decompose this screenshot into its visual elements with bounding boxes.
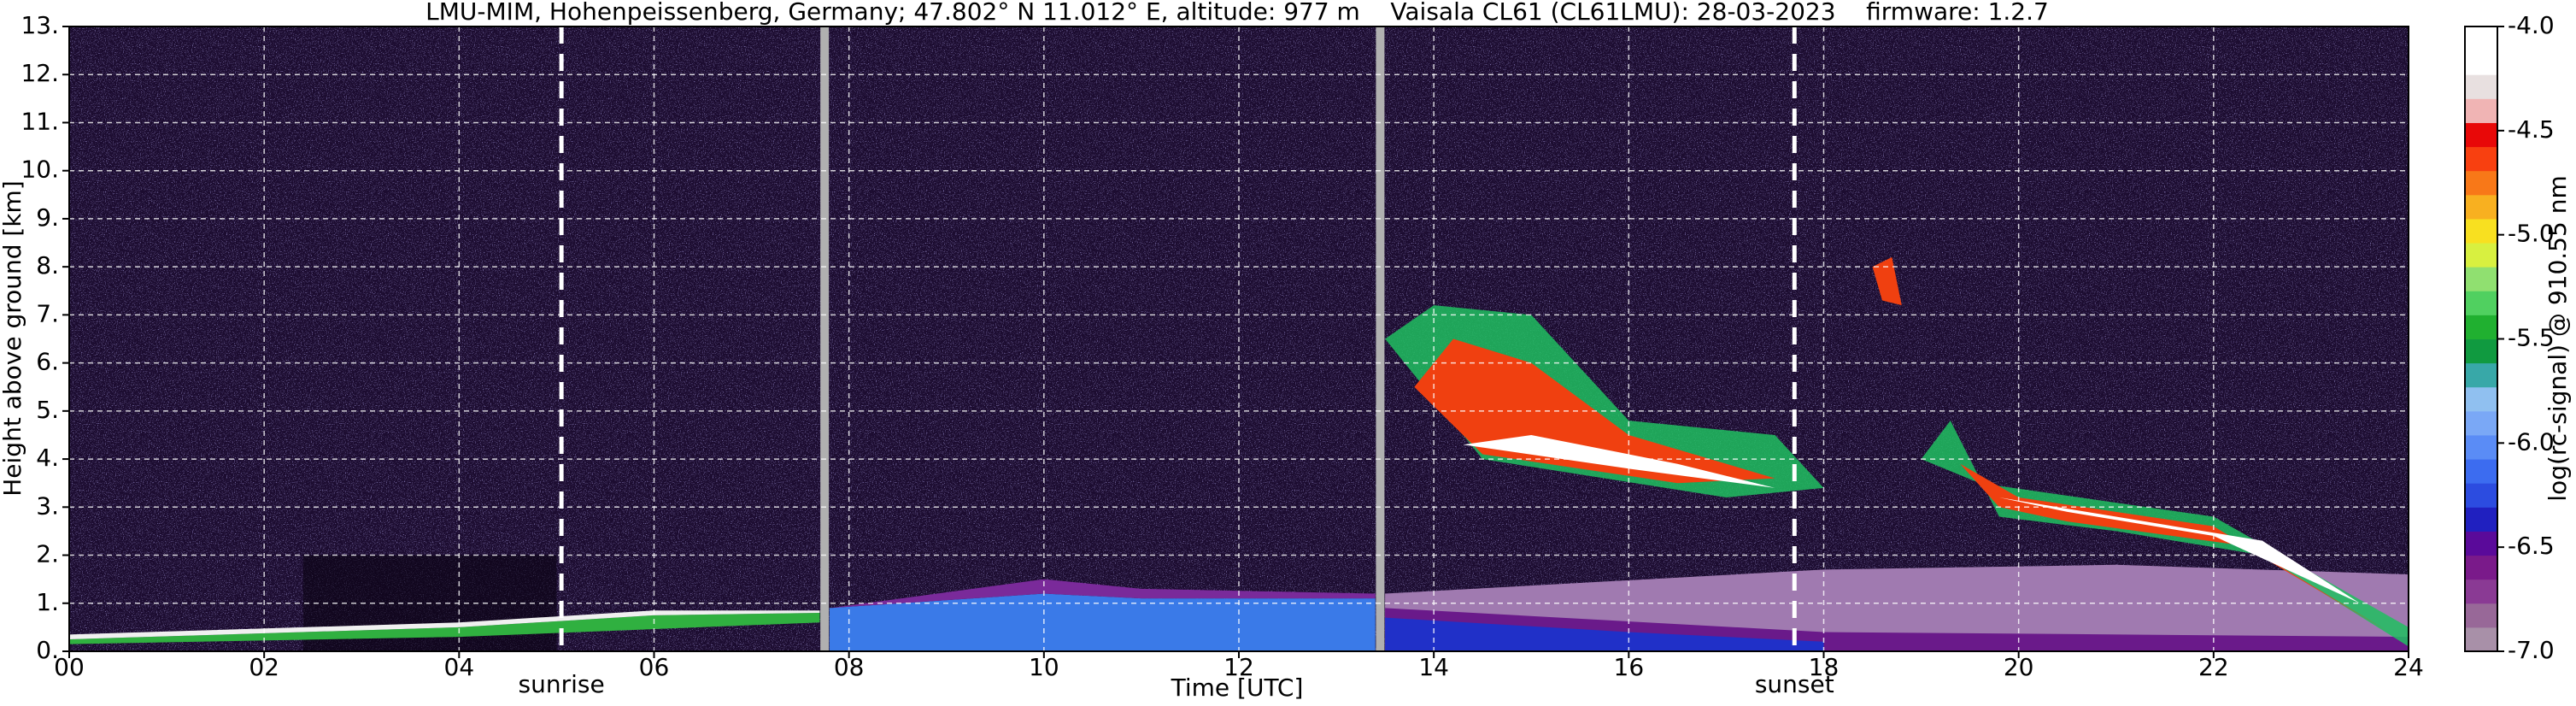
colorbar-band [2465,291,2497,315]
cloud3 [1872,256,1902,306]
colorbar-band [2465,531,2497,556]
boundary-layer [829,593,1376,651]
colorbar-band [2465,362,2497,388]
y-tick-label: 0. [36,636,59,664]
x-axis-label: Time [UTC] [1171,674,1304,702]
event-label: sunrise [519,670,605,698]
colorbar-tick-label: -4.5 [2508,115,2555,144]
colorbar-band [2465,410,2497,436]
y-tick-label: 3. [36,491,59,520]
morning-top [69,610,820,639]
event-label: sunset [1755,670,1834,698]
colorbar-band [2465,386,2497,412]
plot-frame [68,26,2409,652]
x-tick-label: 06 [639,653,670,681]
surface-blue [1385,617,1824,651]
x-tick-label: 10 [1029,653,1059,681]
colorbar-tick-label: -6.5 [2508,532,2555,560]
y-axis-label: Height above ground [km] [0,180,26,497]
x-tick-label: 24 [2393,653,2424,681]
data-gap [1376,26,1385,651]
y-tick-label: 6. [36,348,59,376]
colorbar-band [2465,603,2497,628]
colorbar-band [2465,122,2497,148]
y-tick-label: 10. [21,156,59,184]
colorbar-tick-label: -6.0 [2508,427,2555,456]
x-tick-label: 04 [444,653,475,681]
colorbar-band [2465,507,2497,532]
colorbar-band [2465,434,2497,460]
y-tick-label: 1. [36,588,59,616]
y-tick-label: 4. [36,444,59,472]
colorbar-band [2465,50,2497,75]
y-tick-label: 11. [21,107,59,135]
colorbar-band [2465,243,2497,268]
chart-title: LMU-MIM, Hohenpeissenberg, Germany; 47.8… [425,0,2049,26]
cloud-core [1463,434,1775,488]
colorbar-band [2465,459,2497,484]
colorbar-band [2465,194,2497,220]
colorbar-band [2465,315,2497,339]
colorbar-band [2465,170,2497,196]
colorbar-band [2465,579,2497,604]
y-tick-label: 13. [21,11,59,39]
y-tick-label: 9. [36,203,59,232]
colorbar-band [2465,146,2497,172]
colorbar-tick-label: -7.0 [2508,636,2555,664]
x-tick-label: 12 [1223,653,1254,681]
y-tick-label: 8. [36,251,59,279]
colorbar-band [2465,267,2497,291]
y-tick-label: 5. [36,396,59,424]
colorbar-label: log(rc-signal) @ 910.55 nm [2544,175,2572,501]
morning-layer [69,613,820,644]
x-tick-label: 20 [2004,653,2034,681]
y-tick-label: 12. [21,59,59,87]
cloud2-mid [1960,463,2390,632]
data-gap [820,26,830,651]
colorbar-band [2465,555,2497,580]
colorbar-band [2465,26,2497,51]
x-tick-label: 00 [54,653,85,681]
y-tick-label: 2. [36,540,59,568]
x-tick-label: 14 [1418,653,1449,681]
colorbar-band [2465,218,2497,244]
colorbar-band [2465,483,2497,508]
x-tick-label: 18 [1809,653,1840,681]
colorbar-tick-label: -4.0 [2508,11,2555,39]
y-tick-label: 7. [36,299,59,327]
x-tick-label: 16 [1614,653,1645,681]
colorbar-band [2465,98,2497,123]
colorbar-tick-label: -5.5 [2508,324,2555,352]
x-tick-label: 08 [834,653,865,681]
x-tick-label: 22 [2198,653,2229,681]
colorbar-tick-label: -5.0 [2508,220,2555,248]
boundary-layer-top [829,579,1376,609]
colorbar-band [2465,627,2497,652]
x-tick-label: 02 [249,653,279,681]
colorbar-band [2465,74,2497,99]
colorbar-band [2465,338,2497,364]
